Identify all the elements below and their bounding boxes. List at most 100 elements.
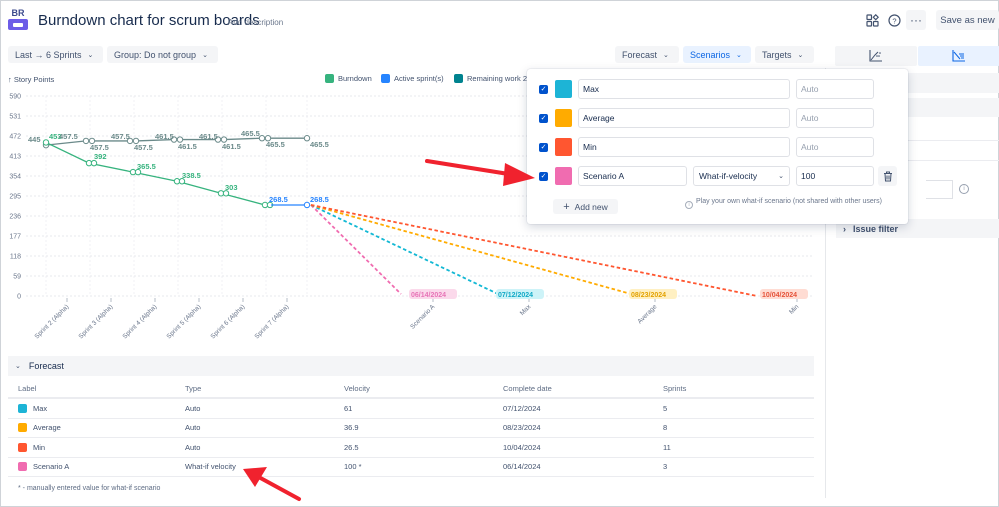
y-axis-ticks: 0 59 118 177 236 295 354 413 472 531 590	[9, 94, 21, 301]
scenario-velocity-input[interactable]: Auto	[796, 79, 874, 99]
color-swatch	[18, 403, 27, 413]
scenarios-label: Scenarios	[690, 49, 731, 60]
scenario-checkbox[interactable]: ✓	[539, 85, 548, 94]
svg-text:461.5: 461.5	[155, 132, 174, 141]
scenario-name-input[interactable]: Min	[578, 137, 790, 157]
scenario-color-picker[interactable]	[555, 167, 572, 185]
cell-sprints: 11	[663, 442, 671, 452]
column-header-type: Type	[185, 384, 202, 393]
svg-text:Sprint 2 (Alpha): Sprint 2 (Alpha)	[34, 303, 71, 340]
cell-complete-date: 06/14/2024	[503, 462, 541, 472]
sidebar-input[interactable]	[926, 180, 953, 199]
label-text: Min	[33, 442, 46, 452]
legend-item-active-sprints[interactable]: Active sprint(s)	[381, 74, 444, 83]
forecast-lines	[310, 204, 758, 297]
sprint-range-dropdown[interactable]: Last → 6 Sprints ⌄	[8, 46, 103, 63]
table-row: Min Auto 26.5 10/04/2024 11	[8, 438, 814, 458]
svg-text:590: 590	[9, 94, 21, 101]
color-swatch	[18, 442, 27, 452]
column-header-sprints: Sprints	[663, 384, 687, 393]
svg-text:59: 59	[13, 274, 21, 281]
svg-text:461.5: 461.5	[199, 132, 218, 141]
scenario-hint: i Play your own what-if scenario (not sh…	[685, 198, 895, 209]
svg-text:392: 392	[94, 152, 107, 161]
burndown-view-toggle[interactable]	[918, 46, 999, 66]
color-swatch	[18, 423, 27, 433]
scenario-row-scenario-a: ✓ Scenario A What-if-velocity ⌄ 100	[527, 166, 908, 188]
scenario-name-input[interactable]: Max	[578, 79, 790, 99]
svg-text:118: 118	[10, 254, 21, 261]
save-as-new-button[interactable]: Save as new	[936, 10, 999, 30]
add-description-link[interactable]: Add description	[228, 18, 284, 27]
forecast-table: Label Type Velocity Complete date Sprint…	[8, 380, 814, 477]
scenario-checkbox[interactable]: ✓	[539, 143, 548, 152]
chart-view-toggle[interactable]	[835, 46, 917, 66]
svg-text:Average: Average	[636, 303, 658, 325]
scenario-color-picker[interactable]	[555, 138, 572, 156]
cell-velocity: 100 *	[344, 462, 362, 472]
scenario-velocity-input[interactable]: Auto	[796, 137, 874, 157]
forecast-section-title: Forecast	[28, 361, 64, 371]
svg-text:457.5: 457.5	[59, 132, 78, 141]
forecast-end-dates: 06/14/2024 07/12/2024 08/23/2024 10/04/2024	[409, 289, 808, 299]
svg-text:303: 303	[225, 183, 238, 192]
scenarios-dropdown[interactable]: Scenarios ⌄	[683, 46, 751, 63]
cell-complete-date: 08/23/2024	[503, 423, 541, 433]
color-swatch	[18, 462, 27, 472]
scatter-chart-icon	[869, 50, 882, 62]
scenario-color-picker[interactable]	[555, 109, 572, 127]
scenario-checkbox[interactable]: ✓	[539, 172, 548, 181]
svg-text:365.5: 365.5	[137, 162, 156, 171]
add-new-scenario-button[interactable]: + Add new	[553, 199, 618, 214]
scenario-velocity-input[interactable]: 100	[796, 166, 874, 186]
plus-icon: +	[563, 200, 570, 213]
page-title: Burndown chart for scrum boards	[38, 12, 260, 29]
app-logo: BR	[8, 9, 28, 31]
cell-type: Auto	[185, 423, 201, 433]
scenario-name-input[interactable]: Scenario A	[578, 166, 687, 186]
scenario-color-picker[interactable]	[555, 80, 572, 98]
cell-complete-date: 07/12/2024	[503, 403, 541, 413]
svg-text:Sprint 6 (Alpha): Sprint 6 (Alpha)	[210, 303, 247, 340]
svg-text:236: 236	[9, 214, 21, 221]
scenario-checkbox[interactable]: ✓	[539, 114, 548, 123]
svg-text:531: 531	[9, 114, 21, 121]
scenario-velocity-input[interactable]: Auto	[796, 108, 874, 128]
hint-text: Play your own what-if scenario (not shar…	[696, 198, 882, 205]
add-new-label: Add new	[574, 201, 608, 212]
svg-text:Min: Min	[788, 303, 801, 316]
legend-item-remaining-work[interactable]: Remaining work 2	[454, 74, 527, 83]
svg-text:07/12/2024: 07/12/2024	[498, 292, 533, 299]
svg-text:465.5: 465.5	[266, 140, 285, 149]
svg-text:472: 472	[9, 134, 21, 141]
svg-text:465.5: 465.5	[241, 129, 260, 138]
forecast-dropdown[interactable]: Forecast ⌄	[615, 46, 679, 63]
chevron-down-icon: ⌄	[202, 51, 208, 59]
legend-swatch	[325, 74, 334, 83]
apps-icon[interactable]	[862, 10, 882, 30]
cell-sprints: 5	[663, 403, 668, 413]
help-icon[interactable]: ?	[884, 10, 904, 30]
targets-dropdown[interactable]: Targets ⌄	[755, 46, 814, 63]
more-icon[interactable]: ···	[906, 10, 926, 30]
group-dropdown[interactable]: Group: Do not group ⌄	[107, 46, 218, 63]
chevron-down-icon: ⌄	[15, 363, 21, 370]
svg-text:06/14/2024: 06/14/2024	[411, 292, 446, 299]
scenarios-popover: ✓ Max Auto ✓ Average Auto ✓ Min Auto ✓ S…	[527, 69, 908, 224]
info-icon: i	[685, 201, 693, 209]
svg-text:461.5: 461.5	[178, 142, 197, 151]
column-header-label: Label	[18, 384, 37, 393]
label-text: Max	[33, 403, 48, 413]
sprint-range-label: Last → 6 Sprints	[15, 49, 82, 60]
svg-text:295: 295	[9, 194, 21, 201]
delete-scenario-button[interactable]	[878, 166, 897, 186]
legend-item-burndown[interactable]: Burndown	[325, 74, 372, 83]
cell-complete-date: 10/04/2024	[503, 442, 541, 452]
scenario-type-select[interactable]: What-if-velocity ⌄	[693, 166, 790, 186]
group-label: Group: Do not group	[114, 49, 197, 60]
forecast-label: Forecast	[622, 49, 658, 60]
forecast-section-toggle[interactable]: ⌄ Forecast	[8, 356, 814, 376]
svg-text:268.5: 268.5	[269, 195, 288, 204]
scenario-name-input[interactable]: Average	[578, 108, 790, 128]
